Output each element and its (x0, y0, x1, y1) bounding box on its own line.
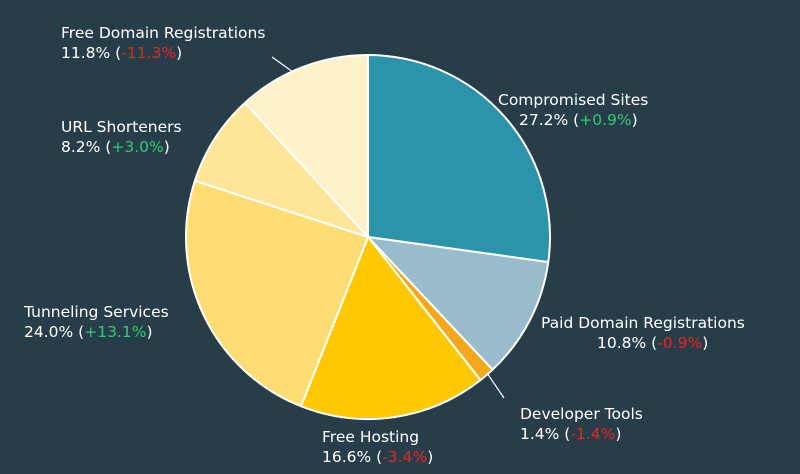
slice-name-label: Free Domain Registrations (61, 24, 265, 42)
slice-percent: 16.6% ( (322, 448, 382, 466)
leader-line (486, 372, 505, 399)
slice-percent: 1.4% ( (520, 425, 570, 443)
pie-slice-compromised-sites (367, 54, 551, 264)
slice-percent: 11.8% ( (61, 44, 121, 62)
slice-name-label: Free Hosting (322, 428, 419, 446)
slice-value-label: 16.6% (-3.4%) (322, 448, 433, 466)
leader-line (271, 56, 294, 73)
slice-name-label: Tunneling Services (23, 303, 169, 321)
slice-value-label: 8.2% (+3.0%) (61, 138, 170, 156)
pie-slices (185, 54, 551, 420)
slice-label: URL Shorteners 8.2% (+3.0%) (61, 118, 182, 156)
slice-name-label: Developer Tools (520, 405, 643, 423)
slice-value-label: 10.8% (-0.9%) (597, 334, 708, 352)
slice-label: Compromised Sites 27.2% (+0.9%) (498, 91, 648, 129)
slice-value-label: 11.8% (-11.3%) (61, 44, 182, 62)
pie-slice-free-hosting (300, 236, 482, 420)
pie-slice-tunneling-services (185, 179, 369, 408)
slice-value-label: 27.2% (+0.9%) (519, 111, 638, 129)
slice-label: Free Domain Registrations 11.8% (-11.3%) (61, 24, 265, 62)
slice-change: -0.9% (657, 334, 702, 352)
slice-value-label: 1.4% (-1.4%) (520, 425, 621, 443)
slice-change: +0.9% (579, 111, 631, 129)
slice-label: Free Hosting 16.6% (-3.4%) (322, 428, 433, 466)
slice-percent: 24.0% ( (24, 323, 84, 341)
slice-change: +13.1% (84, 323, 146, 341)
slice-label: Paid Domain Registrations 10.8% (-0.9%) (541, 314, 745, 352)
slice-percent: 10.8% ( (597, 334, 657, 352)
slice-name-label: Compromised Sites (498, 91, 648, 109)
slice-percent: 8.2% ( (61, 138, 111, 156)
pie-slice-free-domain-registrations (244, 54, 369, 238)
slice-percent: 27.2% ( (519, 111, 579, 129)
slice-label: Tunneling Services 24.0% (+13.1%) (23, 303, 169, 341)
slice-label: Developer Tools 1.4% (-1.4%) (520, 405, 643, 443)
pie-slice-paid-domain-registrations (367, 236, 550, 371)
slice-value-label: 24.0% (+13.1%) (24, 323, 153, 341)
slice-name-label: Paid Domain Registrations (541, 314, 745, 332)
slice-change: -1.4% (570, 425, 615, 443)
slice-name-label: URL Shorteners (61, 118, 182, 136)
leader-lines (271, 56, 505, 399)
slice-change: -11.3% (121, 44, 176, 62)
slice-change: -3.4% (382, 448, 427, 466)
pie-slice-url-shorteners (193, 101, 369, 238)
slice-change: +3.0% (111, 138, 163, 156)
slice-labels: Compromised Sites 27.2% (+0.9%) Paid Domai… (23, 24, 745, 466)
